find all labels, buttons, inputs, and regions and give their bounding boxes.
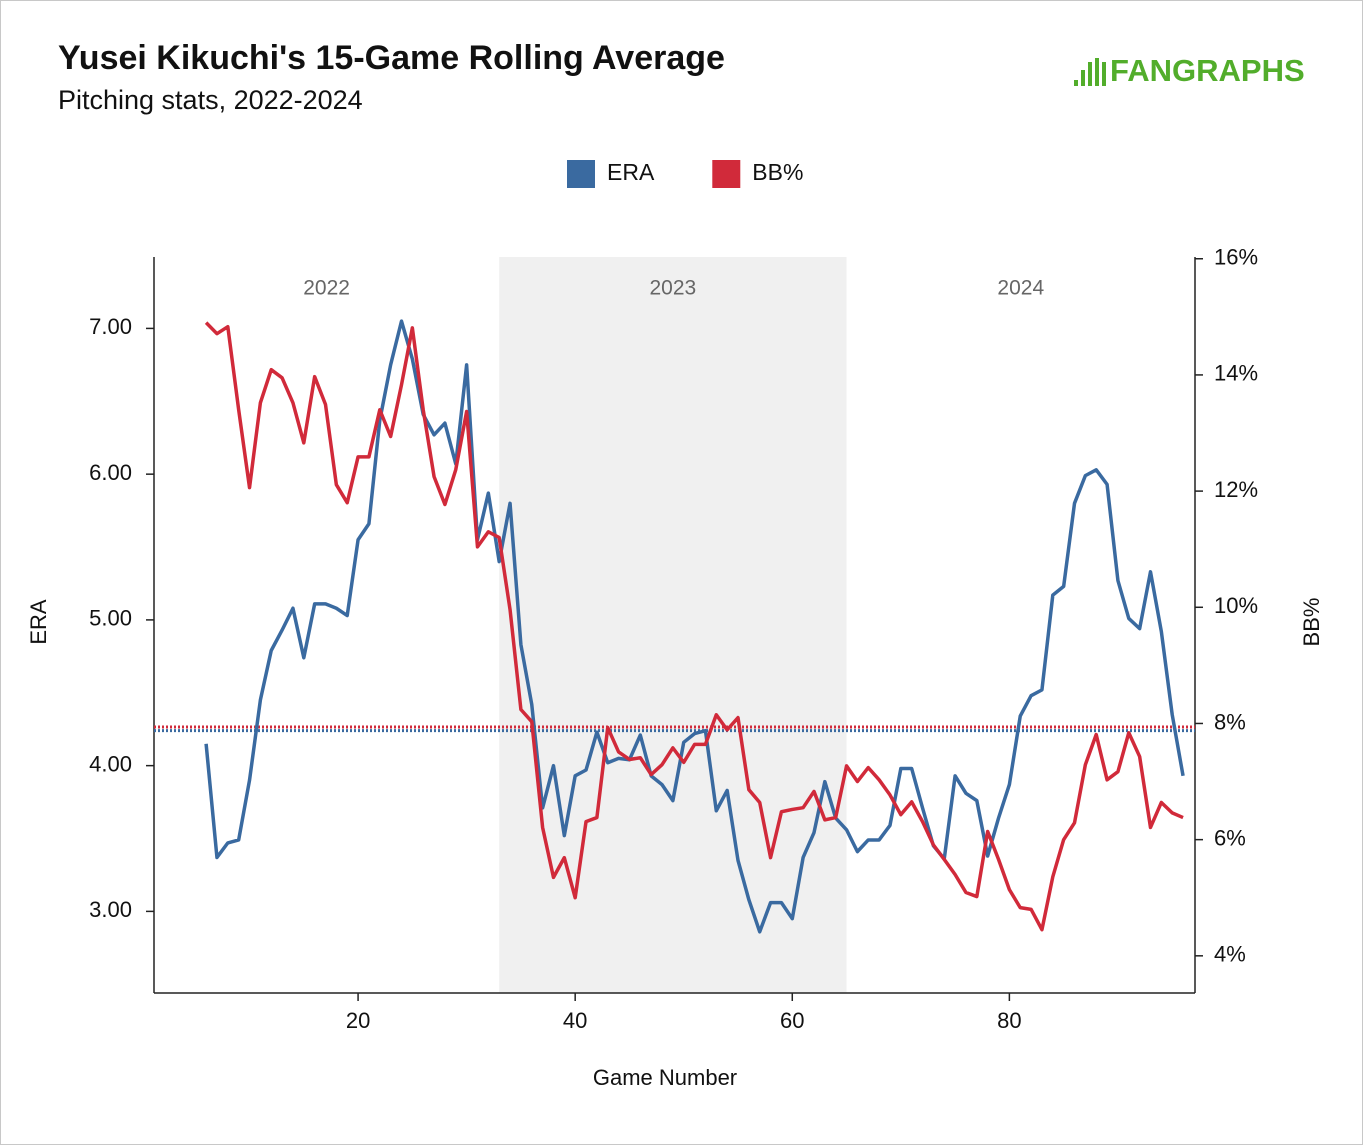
y2-tick-label: 12% xyxy=(1214,477,1258,502)
y-tick-label: 7.00 xyxy=(89,314,132,339)
period-label: 2022 xyxy=(303,277,350,300)
y-tick-label: 4.00 xyxy=(89,751,132,776)
data-line xyxy=(204,319,1185,934)
chart-subtitle: Pitching stats, 2022-2024 xyxy=(58,85,363,115)
legend-label: ERA xyxy=(607,159,655,185)
y-tick-label: 3.00 xyxy=(89,897,132,922)
legend-swatch xyxy=(712,160,741,188)
x-tick-label: 20 xyxy=(346,1008,370,1033)
period-label: 2024 xyxy=(997,277,1044,300)
y-axis-label: ERA xyxy=(26,599,51,645)
x-tick-label: 80 xyxy=(997,1008,1021,1033)
period-shade xyxy=(499,257,847,993)
y2-tick-label: 10% xyxy=(1214,593,1258,618)
logo: FANGRAPHS xyxy=(1110,53,1305,88)
y2-tick-label: 16% xyxy=(1214,245,1258,270)
y2-tick-label: 14% xyxy=(1214,361,1258,386)
y2-tick-label: 4% xyxy=(1214,942,1246,967)
x-tick-label: 60 xyxy=(780,1008,804,1033)
legend-swatch xyxy=(567,160,595,188)
legend-label: BB% xyxy=(752,159,803,185)
y2-tick-label: 6% xyxy=(1214,825,1246,850)
chart-title: Yusei Kikuchi's 15-Game Rolling Average xyxy=(58,39,725,77)
y2-axis-label: BB% xyxy=(1299,598,1324,647)
y-tick-label: 5.00 xyxy=(89,606,132,631)
x-tick-label: 40 xyxy=(563,1008,587,1033)
y-tick-label: 6.00 xyxy=(89,460,132,485)
y2-tick-label: 8% xyxy=(1214,709,1246,734)
logo-icon xyxy=(1074,58,1106,86)
data-line xyxy=(204,321,1184,932)
period-label: 2023 xyxy=(650,277,697,300)
x-axis-label: Game Number xyxy=(593,1065,737,1090)
